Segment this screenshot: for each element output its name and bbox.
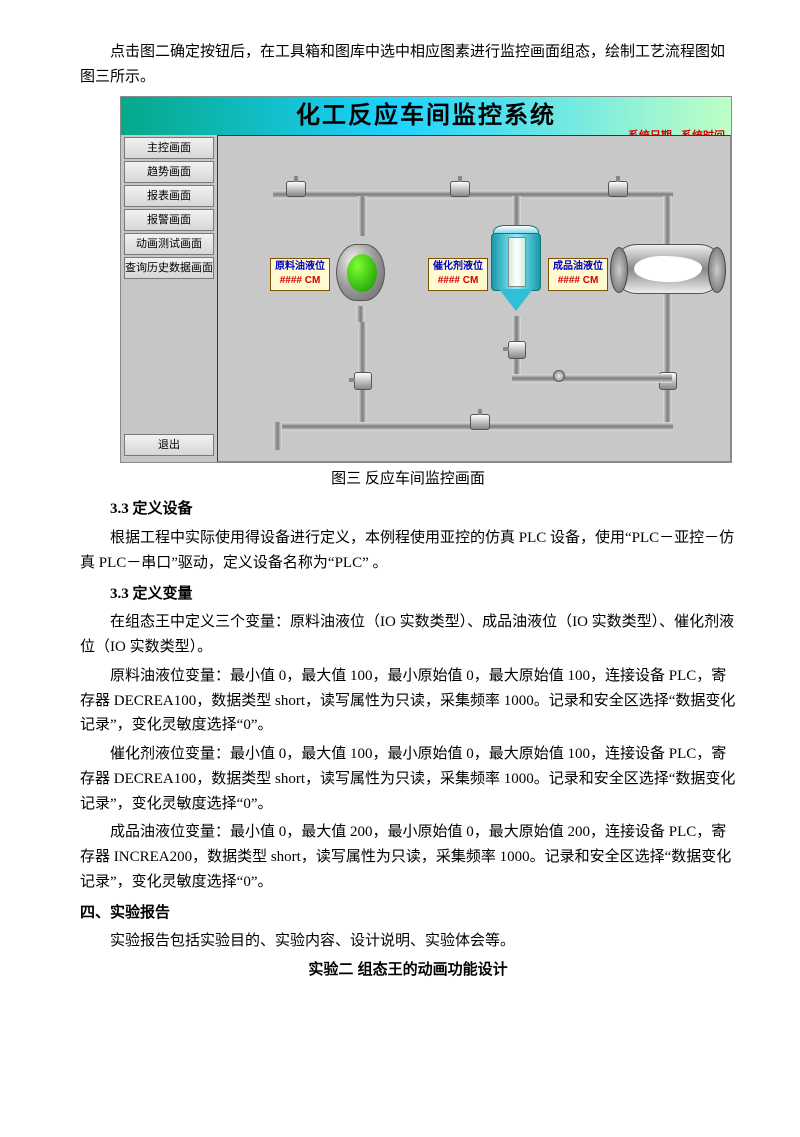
valve-icon [608, 181, 628, 197]
section-3-3b-p3: 催化剂液位变量：最小值 0，最大值 100，最小原始值 0，最大原始值 100，… [80, 742, 736, 816]
valve-icon [508, 341, 526, 359]
next-experiment-title: 实验二 组态王的动画功能设计 [80, 958, 736, 983]
intro-text: 点击图二确定按钮后，在工具箱和图库中选中相应图素进行监控画面组态，绘制工艺流程图… [80, 40, 736, 90]
process-canvas: 原料油液位#### CM 催化剂液位#### CM 成品油液位#### CM [217, 135, 731, 462]
tank-raw [333, 236, 388, 316]
section-3-3b-p4: 成品油液位变量：最小值 0，最大值 200，最小原始值 0，最大原始值 200，… [80, 820, 736, 894]
app-title-bar: 化工反应车间监控系统 系统日期 系统时间 [121, 97, 731, 135]
tag-product: 成品油液位#### CM [548, 258, 608, 291]
tank-product [612, 244, 724, 294]
section-4-body: 实验报告包括实验目的、实验内容、设计说明、实验体会等。 [80, 929, 736, 954]
section-3-3b-p1: 在组态王中定义三个变量：原料油液位（IO 实数类型）、成品油液位（IO 实数类型… [80, 610, 736, 660]
pipe [663, 196, 672, 246]
valve-icon [286, 181, 306, 197]
app-title: 化工反应车间监控系统 [296, 102, 556, 129]
valve-icon [354, 372, 372, 390]
section-3-3a-head: 3.3 定义设备 [80, 497, 736, 522]
pipe [512, 196, 521, 226]
valve-icon [470, 414, 490, 430]
sidebar-item-history[interactable]: 查询历史数据画面 [124, 257, 214, 279]
pipe [273, 422, 282, 450]
valve-icon [450, 181, 470, 197]
section-3-3b-head: 3.3 定义变量 [80, 582, 736, 607]
sidebar-item-report[interactable]: 报表画面 [124, 185, 214, 207]
pipe [512, 374, 672, 383]
section-4-head: 四、实验报告 [80, 901, 736, 926]
section-3-3a-body: 根据工程中实际使用得设备进行定义，本例程使用亚控的仿真 PLC 设备，使用“PL… [80, 526, 736, 576]
pipe [663, 294, 672, 424]
sidebar-item-alarm[interactable]: 报警画面 [124, 209, 214, 231]
joint-icon [553, 370, 565, 382]
figure-caption: 图三 反应车间监控画面 [80, 467, 736, 492]
tag-catalyst: 催化剂液位#### CM [428, 258, 488, 291]
sidebar-item-main[interactable]: 主控画面 [124, 137, 214, 159]
pipe [358, 196, 367, 236]
tank-catalyst [491, 225, 541, 317]
sidebar-item-trend[interactable]: 趋势画面 [124, 161, 214, 183]
section-3-3b-p2: 原料油液位变量：最小值 0，最大值 100，最小原始值 0，最大原始值 100，… [80, 664, 736, 738]
sidebar: 主控画面 趋势画面 报表画面 报警画面 动画测试画面 查询历史数据画面 退出 [121, 135, 218, 462]
sidebar-item-anim[interactable]: 动画测试画面 [124, 233, 214, 255]
tag-raw: 原料油液位#### CM [270, 258, 330, 291]
exit-button[interactable]: 退出 [124, 434, 214, 456]
screenshot-figure: 化工反应车间监控系统 系统日期 系统时间 主控画面 趋势画面 报表画面 报警画面… [120, 96, 732, 463]
